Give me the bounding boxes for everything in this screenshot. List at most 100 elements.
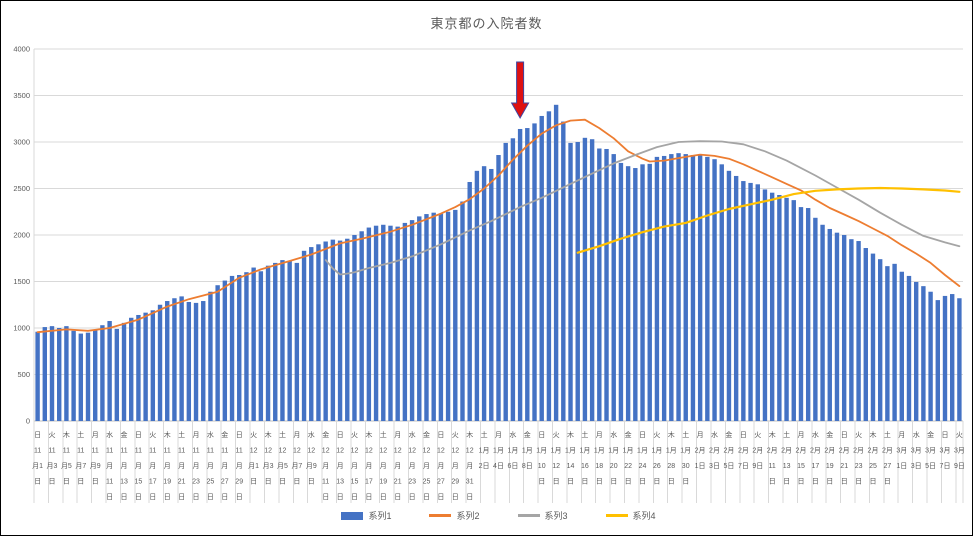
svg-text:1月: 1月 (637, 447, 648, 455)
svg-text:火: 火 (149, 431, 156, 439)
svg-text:12: 12 (293, 448, 301, 455)
svg-text:月: 月 (423, 462, 430, 470)
svg-text:土: 土 (581, 430, 588, 439)
svg-text:月: 月 (92, 431, 99, 439)
svg-text:13: 13 (120, 479, 128, 486)
svg-text:火: 火 (855, 431, 862, 439)
svg-text:水: 水 (207, 430, 214, 439)
svg-text:火: 火 (653, 431, 660, 439)
legend-item-series1[interactable]: 系列1 (341, 509, 391, 522)
series1-bar-swatch (341, 511, 364, 520)
svg-text:月: 月 (409, 462, 416, 470)
svg-text:月7: 月7 (291, 462, 302, 470)
svg-text:日: 日 (49, 478, 56, 486)
svg-text:月: 月 (798, 431, 805, 439)
svg-text:19: 19 (379, 479, 387, 486)
red-down-arrow-annotation[interactable] (510, 61, 530, 120)
svg-text:月: 月 (437, 462, 444, 470)
svg-text:23: 23 (408, 479, 416, 486)
svg-text:7日: 7日 (738, 462, 749, 470)
svg-text:1月: 1月 (594, 447, 605, 455)
svg-text:26: 26 (653, 463, 661, 470)
svg-text:11: 11 (207, 448, 214, 455)
svg-text:21: 21 (178, 479, 186, 486)
svg-text:金: 金 (725, 430, 732, 439)
svg-text:土: 土 (682, 430, 689, 439)
legend-item-series4[interactable]: 系列4 (605, 509, 656, 522)
svg-text:月: 月 (164, 462, 171, 470)
svg-text:日: 日 (236, 493, 243, 501)
svg-text:1月: 1月 (479, 447, 490, 455)
svg-text:水: 水 (509, 430, 516, 439)
line-series4[interactable] (576, 186, 961, 254)
svg-text:12: 12 (394, 448, 402, 455)
svg-text:25: 25 (423, 479, 431, 486)
legend-label-series1: 系列1 (368, 511, 392, 521)
svg-text:19: 19 (163, 479, 171, 486)
svg-text:11: 11 (149, 448, 156, 455)
svg-text:土: 土 (783, 430, 790, 439)
svg-text:2月: 2月 (868, 447, 879, 455)
svg-text:日: 日 (193, 493, 200, 501)
series2-line-swatch (429, 514, 452, 517)
svg-text:12: 12 (264, 448, 272, 455)
svg-text:日: 日 (942, 431, 949, 439)
svg-text:15: 15 (351, 479, 359, 486)
svg-text:6日: 6日 (507, 462, 518, 470)
series4-line-swatch (605, 514, 628, 517)
svg-text:11: 11 (135, 448, 142, 455)
svg-text:日: 日 (63, 478, 70, 486)
x-axis-ticks (33, 421, 964, 503)
chart-title: 東京都の入院者数 (430, 16, 543, 31)
line-series2[interactable] (36, 118, 961, 334)
svg-text:11: 11 (178, 448, 185, 455)
legend: 系列1 系列2 系列3 系列4 (34, 509, 963, 522)
svg-text:25: 25 (207, 479, 215, 486)
svg-text:金: 金 (322, 430, 329, 439)
svg-text:日: 日 (466, 493, 473, 501)
svg-text:日: 日 (437, 493, 444, 501)
svg-text:土: 土 (77, 430, 84, 439)
svg-text:土: 土 (380, 430, 387, 439)
svg-text:2月: 2月 (796, 447, 807, 455)
bars-series1[interactable] (35, 104, 962, 422)
svg-text:日: 日 (121, 493, 128, 501)
svg-text:木: 木 (63, 430, 70, 439)
svg-text:11: 11 (34, 448, 41, 455)
legend-item-series2[interactable]: 系列2 (429, 509, 480, 522)
svg-text:日: 日 (783, 478, 790, 486)
svg-text:11: 11 (92, 448, 99, 455)
svg-text:日: 日 (812, 478, 819, 486)
svg-text:金: 金 (423, 430, 430, 439)
svg-text:2月: 2月 (709, 447, 720, 455)
svg-text:27: 27 (437, 479, 445, 486)
svg-text:29: 29 (235, 479, 243, 486)
svg-text:日: 日 (884, 478, 891, 486)
svg-text:12: 12 (437, 448, 445, 455)
svg-text:29: 29 (451, 479, 459, 486)
svg-text:14: 14 (567, 463, 575, 470)
svg-text:2月: 2月 (767, 447, 778, 455)
svg-text:1月: 1月 (623, 447, 634, 455)
svg-text:日: 日 (293, 478, 300, 486)
svg-text:2月: 2月 (810, 447, 821, 455)
svg-text:月: 月 (596, 431, 603, 439)
y-axis-labels: 0 500 1000 1500 2000 2500 3000 3500 4000 (13, 45, 30, 426)
line-series3[interactable] (324, 140, 961, 276)
svg-text:日: 日 (653, 478, 660, 486)
svg-text:日: 日 (553, 478, 560, 486)
legend-item-series3[interactable]: 系列3 (517, 509, 568, 522)
svg-text:18: 18 (595, 463, 603, 470)
svg-text:2月: 2月 (752, 447, 763, 455)
svg-text:日: 日 (351, 493, 358, 501)
svg-text:月: 月 (495, 431, 502, 439)
svg-text:月7: 月7 (75, 462, 86, 470)
svg-text:24: 24 (639, 463, 647, 470)
svg-text:日: 日 (265, 478, 272, 486)
svg-text:12: 12 (365, 448, 373, 455)
svg-text:17: 17 (812, 463, 820, 470)
svg-text:11: 11 (106, 479, 113, 486)
svg-text:12: 12 (466, 448, 474, 455)
svg-text:15: 15 (135, 479, 143, 486)
